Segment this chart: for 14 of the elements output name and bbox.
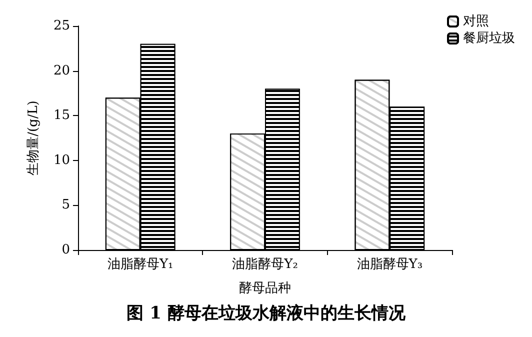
y-tick-label: 15: [53, 108, 70, 124]
x-tick-label: 油脂酵母Y₂: [232, 257, 298, 272]
y-tick-label: 5: [62, 198, 70, 213]
x-tick-label: 油脂酵母Y₁: [107, 257, 174, 272]
x-tick-label: 油脂酵母Y₃: [356, 257, 423, 272]
text: 图 1 酵母在垃圾水解液中的生长情况: [126, 304, 406, 324]
x-axis-title: 酵母品种: [239, 281, 291, 296]
y-tick-label: 25: [53, 18, 70, 34]
y-tick-label: 0: [62, 242, 70, 258]
y-tick-label: 10: [53, 152, 70, 168]
legend-label: 对照: [463, 14, 489, 29]
y-axis-title: 生物量/(g/L): [26, 100, 41, 176]
legend-label: 餐厨垃圾: [463, 31, 515, 46]
y-tick-label: 20: [53, 63, 70, 78]
